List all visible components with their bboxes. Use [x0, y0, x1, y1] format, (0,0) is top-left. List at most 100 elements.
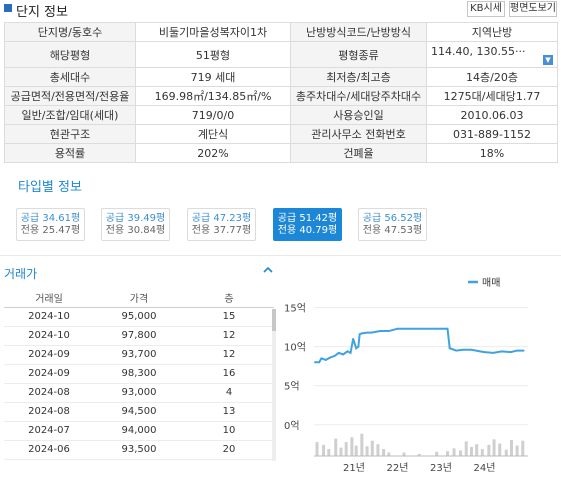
type-card-exclusive: 전용 30.84평	[105, 225, 166, 236]
volume-bar	[327, 449, 331, 456]
price-point	[522, 349, 525, 352]
volume-bar	[435, 451, 439, 456]
legend-label: 매매	[482, 277, 500, 289]
price-point	[346, 350, 349, 353]
type-card-selected[interactable]: 공급 51.42평 전용 40.79평	[273, 208, 342, 241]
column-header-date[interactable]: 거래일	[4, 288, 94, 308]
trade-price: 93,000	[94, 383, 184, 403]
type-card[interactable]: 공급 47.23평 전용 37.77평	[187, 208, 256, 241]
y-tick-label: 10억	[284, 342, 306, 354]
price-point	[358, 333, 361, 336]
price-point	[370, 331, 373, 334]
pyeong-type-select[interactable]: 114.40, 130.55··· ▼	[426, 41, 558, 68]
volume-bar	[498, 443, 502, 456]
section-header: 단지 정보 KB시세 평면도보기	[0, 0, 561, 20]
table-row[interactable]: 2024-08 94,500 13	[4, 402, 274, 422]
type-section-title: 타입별 정보	[18, 180, 82, 195]
volume-bar	[417, 453, 421, 456]
trade-date: 2024-09	[4, 345, 94, 365]
info-value: 18%	[426, 143, 558, 163]
floor-plan-button[interactable]: 평면도보기	[509, 1, 557, 17]
volume-bar	[475, 444, 479, 456]
info-value: 719/0/0	[135, 105, 291, 125]
table-row[interactable]: 2024-09 93,700 12	[4, 345, 274, 365]
price-point	[479, 350, 482, 353]
type-card-exclusive: 전용 47.53평	[362, 225, 423, 236]
info-label: 단지명/동호수	[4, 22, 136, 42]
volume-bar	[480, 449, 484, 456]
table-row[interactable]: 2024-09 98,300 16	[4, 364, 274, 384]
info-value: 202%	[135, 143, 291, 163]
table-row[interactable]: 2024-06 93,500 20	[4, 440, 274, 460]
price-point	[440, 327, 442, 330]
column-header-price[interactable]: 가격	[94, 288, 184, 308]
table-row[interactable]: 2024-07 94,000 10	[4, 421, 274, 441]
price-point	[366, 331, 368, 334]
trade-table-scrollbar[interactable]	[272, 309, 276, 461]
pyeong-type-value: 114.40, 130.55···	[431, 45, 526, 58]
volume-bar	[360, 433, 364, 456]
volume-bar	[515, 445, 519, 456]
type-card[interactable]: 공급 39.49평 전용 30.84평	[101, 208, 170, 241]
kb-price-button[interactable]: KB시세	[467, 1, 505, 17]
price-point	[329, 356, 331, 359]
volume-bar	[504, 449, 508, 456]
trade-date: 2024-10	[4, 326, 94, 346]
price-point	[483, 351, 486, 354]
chevron-up-icon[interactable]	[262, 264, 274, 276]
type-card[interactable]: 공급 56.52평 전용 47.53평	[358, 208, 427, 241]
price-point	[352, 337, 355, 340]
table-row[interactable]: 2024-10 95,000 15	[4, 307, 274, 327]
volume-bar	[344, 442, 348, 456]
trade-floor: 4	[184, 383, 274, 403]
volume-bar	[315, 442, 319, 456]
type-card-exclusive: 전용 37.77평	[191, 225, 252, 236]
price-point	[342, 353, 345, 356]
info-value: 169.98㎡/134.85㎡/%	[135, 86, 291, 106]
trade-table: 거래일 가격 층 2024-10 95,000 15 2024-10 97,80…	[4, 288, 274, 460]
volume-bar	[487, 444, 491, 456]
volume-bar	[459, 450, 463, 456]
info-label: 사용승인일	[290, 105, 427, 125]
trade-price: 98,300	[94, 364, 184, 384]
info-value: 비둘기마을성복자이1차	[135, 22, 291, 42]
price-point	[455, 349, 458, 352]
price-point	[349, 352, 352, 354]
trade-floor: 20	[184, 440, 274, 460]
type-card-exclusive: 전용 25.47평	[20, 225, 81, 236]
price-point	[379, 330, 382, 332]
column-header-floor[interactable]: 층	[184, 288, 274, 308]
trade-section-title: 거래가	[4, 267, 38, 281]
chevron-down-icon[interactable]: ▼	[543, 55, 553, 65]
section-marker-icon	[4, 4, 12, 12]
price-point	[355, 347, 358, 350]
type-card[interactable]: 공급 34.61평 전용 25.47평	[16, 208, 85, 241]
volume-bar	[322, 444, 326, 456]
price-point	[492, 352, 495, 354]
trade-floor: 12	[184, 326, 274, 346]
trade-date: 2024-07	[4, 421, 94, 441]
trade-floor: 12	[184, 345, 274, 365]
info-value: 2010.06.03	[426, 105, 558, 125]
volume-bar	[452, 448, 456, 456]
info-label: 건폐율	[290, 143, 427, 163]
volume-bar	[446, 451, 450, 456]
table-row[interactable]: 2024-08 93,000 4	[4, 383, 274, 403]
price-point	[516, 349, 519, 352]
info-value: 지역난방	[426, 22, 558, 42]
info-label: 총세대수	[4, 67, 136, 87]
scrollbar-thumb[interactable]	[272, 309, 276, 331]
trade-floor: 10	[184, 421, 274, 441]
price-point	[405, 327, 408, 330]
info-label: 현관구조	[4, 124, 136, 144]
price-point	[446, 327, 449, 330]
trade-date: 2024-09	[4, 364, 94, 384]
table-row[interactable]: 2024-10 97,800 12	[4, 326, 274, 346]
trade-price: 97,800	[94, 326, 184, 346]
trade-date: 2024-06	[4, 440, 94, 460]
type-card-exclusive: 전용 40.79평	[277, 225, 338, 236]
volume-bar	[521, 440, 525, 456]
y-tick-label: 0억	[284, 420, 300, 432]
type-card-supply: 공급 51.42평	[277, 213, 338, 224]
info-label: 용적률	[4, 143, 136, 163]
